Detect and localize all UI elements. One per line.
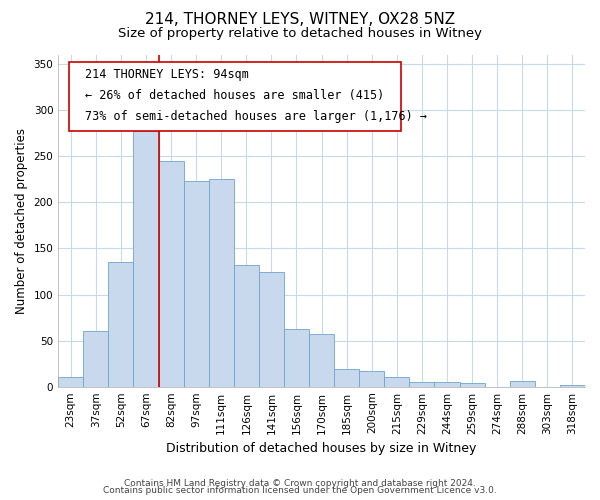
Bar [409, 382, 434, 386]
Bar [334, 369, 359, 386]
Bar [359, 371, 385, 386]
Bar [434, 382, 460, 386]
Y-axis label: Number of detached properties: Number of detached properties [15, 128, 28, 314]
Text: ← 26% of detached houses are smaller (415): ← 26% of detached houses are smaller (41… [85, 90, 384, 102]
Bar [309, 334, 334, 386]
Bar [209, 180, 234, 386]
Bar [284, 328, 309, 386]
Text: Size of property relative to detached houses in Witney: Size of property relative to detached ho… [118, 28, 482, 40]
Bar [510, 381, 535, 386]
X-axis label: Distribution of detached houses by size in Witney: Distribution of detached houses by size … [166, 442, 477, 455]
Bar [460, 383, 485, 386]
Text: Contains public sector information licensed under the Open Government Licence v3: Contains public sector information licen… [103, 486, 497, 495]
Bar [58, 378, 83, 386]
Bar [234, 265, 259, 386]
Bar [259, 272, 284, 386]
Bar [184, 181, 209, 386]
Text: Contains HM Land Registry data © Crown copyright and database right 2024.: Contains HM Land Registry data © Crown c… [124, 478, 476, 488]
Bar [385, 378, 409, 386]
Text: 214, THORNEY LEYS, WITNEY, OX28 5NZ: 214, THORNEY LEYS, WITNEY, OX28 5NZ [145, 12, 455, 28]
Bar [560, 385, 585, 386]
Bar [83, 332, 109, 386]
Bar [109, 262, 133, 386]
Bar [133, 132, 158, 386]
Text: 73% of semi-detached houses are larger (1,176) →: 73% of semi-detached houses are larger (… [85, 110, 427, 124]
Text: 214 THORNEY LEYS: 94sqm: 214 THORNEY LEYS: 94sqm [85, 68, 248, 82]
Bar [158, 161, 184, 386]
FancyBboxPatch shape [69, 62, 401, 132]
